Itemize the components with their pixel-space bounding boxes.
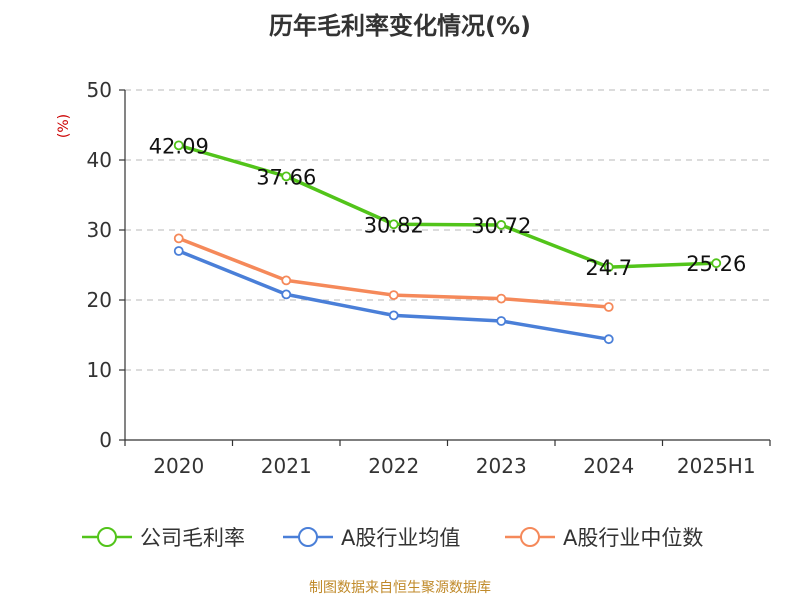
series-0-point-2024 xyxy=(603,262,614,273)
legend-label-1: A股行业均值 xyxy=(341,526,460,550)
series-2-point-2020 xyxy=(173,233,184,244)
y-tick-label-30: 30 xyxy=(87,218,112,242)
data-label-2022: 30.82 xyxy=(364,213,424,237)
series-line-0 xyxy=(178,143,717,269)
y-tick-label-20: 20 xyxy=(87,288,112,312)
data-label-2025H1: 25.26 xyxy=(686,252,746,276)
series-2-point-2024 xyxy=(603,302,614,312)
source-note: 制图数据来自恒生聚源数据库 xyxy=(309,580,491,596)
chart-title: 历年毛利率变化情况(%) xyxy=(269,12,531,40)
series-1-point-2021 xyxy=(281,289,292,300)
grid-lines xyxy=(125,89,770,371)
series-1-point-2023 xyxy=(496,316,507,326)
legend-marker-0 xyxy=(97,527,117,547)
legend-label-0: 公司毛利率 xyxy=(140,526,245,550)
legend-marker-2 xyxy=(520,527,540,547)
data-label-2024: 24.7 xyxy=(585,256,632,280)
data-label-2021: 37.66 xyxy=(256,165,316,189)
legend-marker-1 xyxy=(298,527,318,547)
series xyxy=(173,140,722,345)
series-0-point-2025H1 xyxy=(711,258,722,269)
series-2-point-2021 xyxy=(281,275,292,286)
series-1-point-2020 xyxy=(173,246,184,256)
x-tick-label-2025H1: 2025H1 xyxy=(677,454,756,478)
x-tick-label-2021: 2021 xyxy=(261,454,312,478)
data-label-2020: 42.09 xyxy=(149,134,209,158)
x-tick-label-2023: 2023 xyxy=(476,454,527,478)
data-label-2023: 30.72 xyxy=(471,214,531,238)
x-tick-label-2024: 2024 xyxy=(583,454,634,478)
y-tick-label-0: 0 xyxy=(99,428,112,452)
series-0-point-2020 xyxy=(173,140,184,151)
series-1-point-2024 xyxy=(603,334,614,345)
x-tick-label-2022: 2022 xyxy=(368,454,419,478)
series-0-point-2021 xyxy=(281,171,292,182)
series-2-point-2023 xyxy=(496,293,507,304)
legend-label-2: A股行业中位数 xyxy=(563,526,703,550)
y-tick-label-10: 10 xyxy=(87,358,112,382)
series-2-point-2022 xyxy=(388,290,399,301)
y-tick-label-50: 50 xyxy=(87,78,112,102)
data-labels: 42.09 37.66 30.82 30.72 24.7 25.26 xyxy=(149,134,747,280)
axes: 0 10 20 30 40 50 2020 2021 2022 2023 2024 2025H1 (%) xyxy=(56,78,771,478)
y-axis-label: (%) xyxy=(56,114,72,138)
legend: 公司毛利率 A股行业均值 A股行业中位数 xyxy=(82,526,703,550)
series-0-point-2022 xyxy=(388,219,399,230)
x-tick-label-2020: 2020 xyxy=(153,454,204,478)
series-1-point-2022 xyxy=(388,310,399,321)
series-0-point-2023 xyxy=(496,220,507,230)
y-tick-label-40: 40 xyxy=(87,148,112,172)
